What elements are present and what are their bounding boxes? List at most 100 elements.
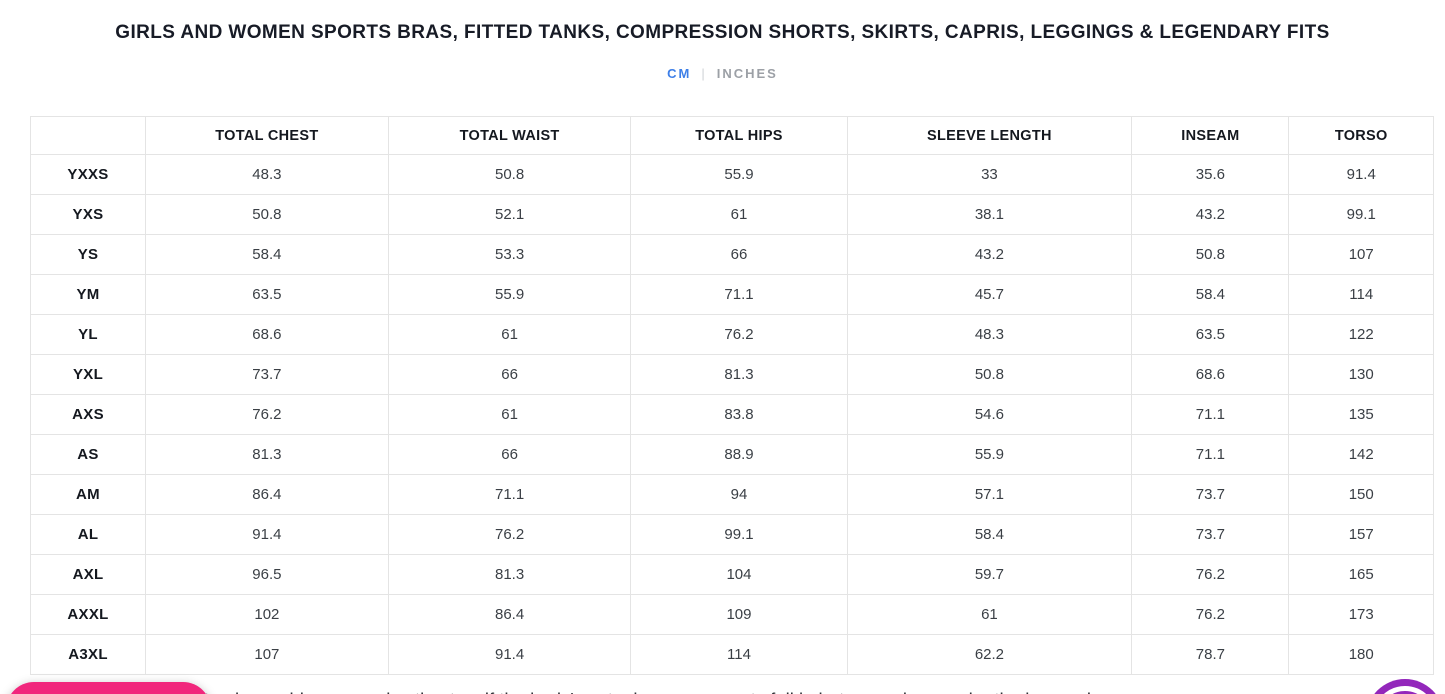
measurement-cell: 55.9 (387, 274, 632, 315)
page-title: GIRLS AND WOMEN SPORTS BRAS, FITTED TANK… (115, 22, 1330, 43)
measurement-cell: 63.5 (145, 274, 389, 315)
measurement-cell: 54.6 (846, 394, 1133, 435)
measurement-cell: 88.9 (630, 434, 848, 475)
measurement-cell: 114 (630, 634, 848, 675)
measurement-cell: 43.2 (1131, 194, 1290, 235)
measurement-cell: 71.1 (1131, 394, 1290, 435)
measurement-cell: 142 (1288, 434, 1434, 475)
measurement-cell: 71.1 (387, 474, 632, 515)
unit-cm-button[interactable]: CM (667, 66, 692, 81)
measurement-cell: 76.2 (1131, 554, 1290, 595)
measurement-cell: 73.7 (1131, 474, 1290, 515)
table-body: YXXS 48.3 50.8 55.9 33 35.6 91.4 YXS 50.8 52.1 61 3… (29, 154, 1434, 675)
table-row: YS 58.4 53.3 66 43.2 50.8 107 (29, 234, 1434, 275)
measurement-cell: 33 (846, 154, 1133, 195)
measurement-cell: 66 (630, 234, 848, 275)
table-row: YXL 73.7 66 81.3 50.8 68.6 130 (29, 354, 1434, 395)
table-header-row: TOTAL CHEST TOTAL WAIST TOTAL HIPS SLEEVE L… (29, 116, 1434, 155)
table-row: AM 86.4 71.1 94 57.1 73.7 150 (29, 474, 1434, 515)
size-label: A3XL (29, 634, 147, 675)
measurement-cell: 91.4 (387, 634, 632, 675)
measurement-column-header: TOTAL HIPS (630, 116, 848, 155)
measurement-cell: 81.3 (145, 434, 389, 475)
measurement-cell: 35.6 (1131, 154, 1290, 195)
unit-toggle-divider: | (701, 66, 707, 81)
unit-inches-button[interactable]: INCHES (716, 66, 778, 81)
measurement-cell: 66 (387, 434, 632, 475)
measurement-cell: 157 (1288, 514, 1434, 555)
measurement-cell: 50.8 (1131, 234, 1290, 275)
measurement-cell: 130 (1288, 354, 1434, 395)
table-row: A3XL 107 91.4 114 62.2 78.7 180 (29, 634, 1434, 675)
table-row: YM 63.5 55.9 71.1 45.7 58.4 114 (29, 274, 1434, 315)
measurement-column-header: INSEAM (1131, 116, 1290, 155)
table-row: YXS 50.8 52.1 61 38.1 43.2 99.1 (29, 194, 1434, 235)
measurement-cell: 99.1 (1288, 194, 1434, 235)
measurement-cell: 50.8 (145, 194, 389, 235)
size-label: AXS (29, 394, 147, 435)
measurement-cell: 66 (387, 354, 632, 395)
table-row: AL 91.4 76.2 99.1 58.4 73.7 157 (29, 514, 1434, 555)
measurement-cell: 180 (1288, 634, 1434, 675)
size-label: YXS (29, 194, 147, 235)
size-label: YM (29, 274, 147, 315)
size-label: AM (29, 474, 147, 515)
measurement-cell: 48.3 (846, 314, 1133, 355)
table-row: AXL 96.5 81.3 104 59.7 76.2 165 (29, 554, 1434, 595)
size-label: YXXS (29, 154, 147, 195)
measurement-cell: 61 (387, 394, 632, 435)
measurement-cell: 58.4 (846, 514, 1133, 555)
measurement-cell: 63.5 (1131, 314, 1290, 355)
measurement-cell: 91.4 (145, 514, 389, 555)
rebel-rewards-button[interactable]: Rebel Rewards (6, 682, 212, 694)
measurement-cell: 43.2 (846, 234, 1133, 275)
size-label: YS (29, 234, 147, 275)
size-label: AXL (29, 554, 147, 595)
measurement-cell: 52.1 (387, 194, 632, 235)
measurement-cell: 68.6 (1131, 354, 1290, 395)
measurement-cell: 73.7 (145, 354, 389, 395)
measurement-cell: 99.1 (630, 514, 848, 555)
size-label: AS (29, 434, 147, 475)
measurement-cell: 53.3 (387, 234, 632, 275)
table-row: YXXS 48.3 50.8 55.9 33 35.6 91.4 (29, 154, 1434, 195)
measurement-cell: 73.7 (1131, 514, 1290, 555)
measurement-cell: 71.1 (630, 274, 848, 315)
measurement-cell: 165 (1288, 554, 1434, 595)
table-row: YL 68.6 61 76.2 48.3 63.5 122 (29, 314, 1434, 355)
size-chart-page: GIRLS AND WOMEN SPORTS BRAS, FITTED TANK… (0, 22, 1445, 694)
measurement-cell: 102 (145, 594, 389, 635)
measurement-cell: 76.2 (1131, 594, 1290, 635)
measurement-column-header: TOTAL WAIST (387, 116, 632, 155)
measurement-cell: 62.2 (846, 634, 1133, 675)
measurement-cell: 58.4 (145, 234, 389, 275)
measurement-cell: 150 (1288, 474, 1434, 515)
measurement-cell: 48.3 (145, 154, 389, 195)
measurement-cell: 76.2 (630, 314, 848, 355)
measurement-column-header: TORSO (1288, 116, 1434, 155)
measurement-cell: 96.5 (145, 554, 389, 595)
measurement-cell: 83.8 (630, 394, 848, 435)
person-icon (1373, 686, 1437, 694)
size-label: AXXL (29, 594, 147, 635)
unit-toggle: CM | INCHES (0, 66, 1445, 81)
support-chat-button[interactable] (1366, 679, 1444, 694)
table-row: AXXL 102 86.4 109 61 76.2 173 (29, 594, 1434, 635)
measurement-cell: 107 (145, 634, 389, 675)
size-note-text: rt only provides general estimates; if t… (198, 689, 1116, 694)
measurement-cell: 173 (1288, 594, 1434, 635)
measurement-cell: 109 (630, 594, 848, 635)
measurement-cell: 61 (387, 314, 632, 355)
size-label: AL (29, 514, 147, 555)
measurement-cell: 135 (1288, 394, 1434, 435)
measurement-cell: 58.4 (1131, 274, 1290, 315)
size-label: YL (29, 314, 147, 355)
measurement-cell: 91.4 (1288, 154, 1434, 195)
measurement-cell: 76.2 (145, 394, 389, 435)
size-label: YXL (29, 354, 147, 395)
measurement-column-header: TOTAL CHEST (145, 116, 389, 155)
size-column-header (29, 116, 147, 155)
measurement-cell: 81.3 (387, 554, 632, 595)
measurement-cell: 94 (630, 474, 848, 515)
measurement-cell: 38.1 (846, 194, 1133, 235)
